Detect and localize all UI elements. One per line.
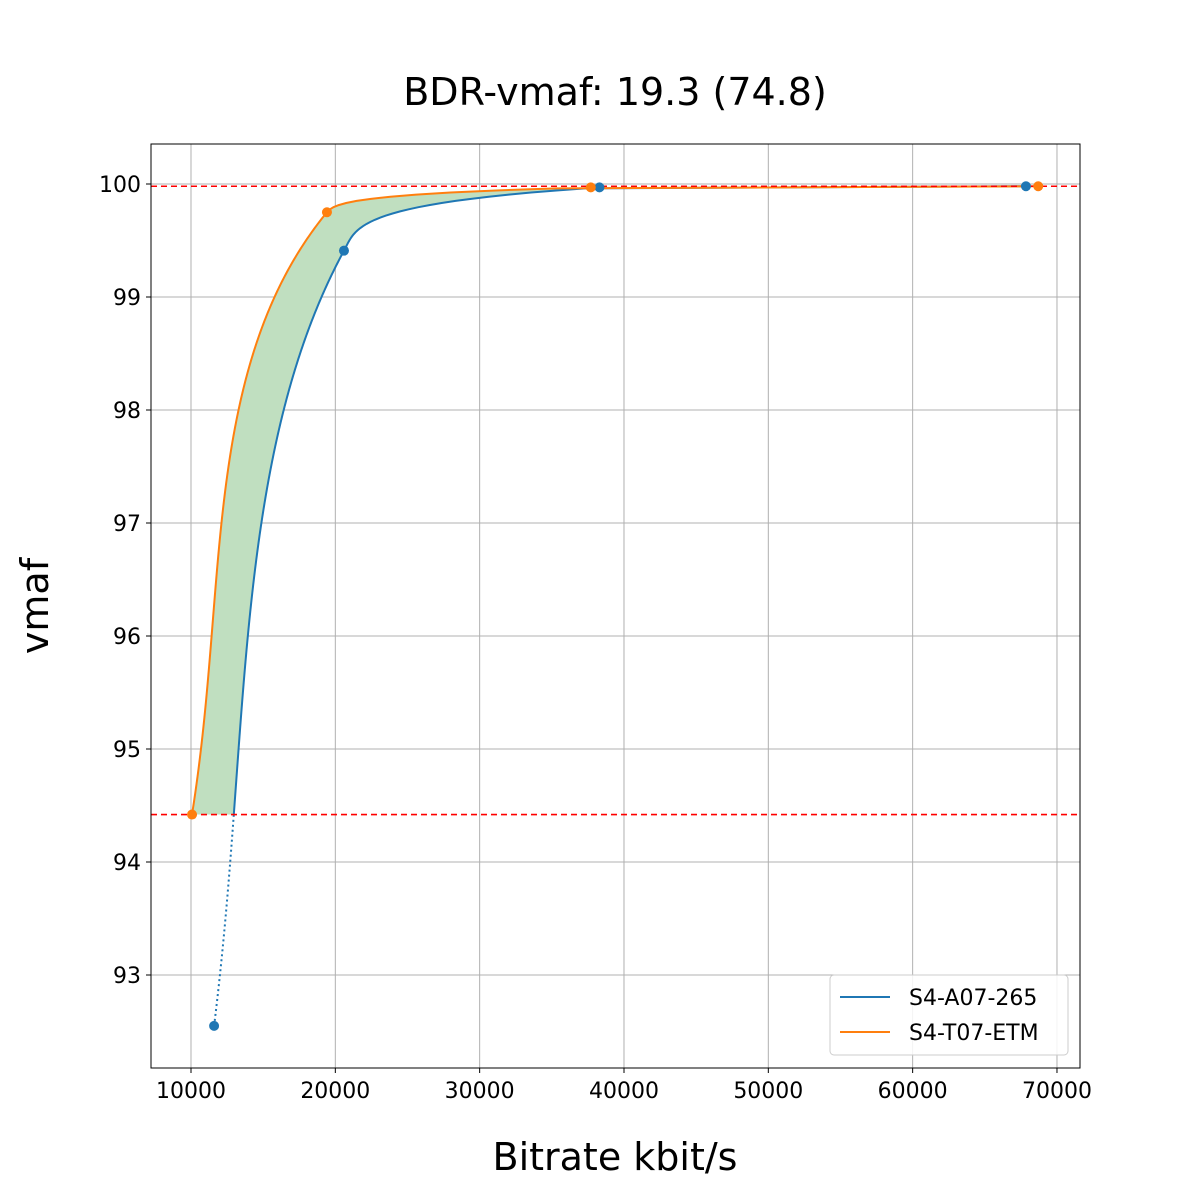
x-tick-label: 10000 bbox=[156, 1079, 226, 1104]
x-tick-label: 50000 bbox=[733, 1079, 803, 1104]
y-tick-label: 98 bbox=[113, 399, 141, 424]
legend-label-2: S4-T07-ETM bbox=[909, 1021, 1039, 1046]
legend-label-1: S4-A07-265 bbox=[909, 986, 1037, 1011]
data-point-series-1 bbox=[338, 245, 349, 256]
data-point-series-1 bbox=[594, 182, 605, 193]
series-line-2 bbox=[191, 185, 1039, 815]
bdr-area bbox=[192, 186, 1039, 815]
y-tick-label: 97 bbox=[113, 512, 141, 537]
y-tick-label: 93 bbox=[113, 964, 141, 989]
series-line-1 bbox=[232, 185, 1026, 815]
x-axis-label: Bitrate kbit/s bbox=[493, 1135, 738, 1179]
chart-title: BDR-vmaf: 19.3 (74.8) bbox=[403, 70, 827, 114]
legend-box bbox=[829, 974, 1069, 1056]
x-tick-label: 30000 bbox=[445, 1079, 515, 1104]
area-fill bbox=[192, 186, 1039, 815]
y-axis-label: vmaf bbox=[13, 556, 57, 654]
series-extrapolation-dotted bbox=[213, 814, 235, 1026]
data-points bbox=[187, 181, 1044, 1031]
legend: S4-A07-265 S4-T07-ETM bbox=[829, 974, 1069, 1056]
series-lines bbox=[191, 185, 1039, 1026]
y-tick-label: 94 bbox=[113, 851, 141, 876]
data-point-series-1 bbox=[209, 1020, 220, 1031]
x-tick-label: 60000 bbox=[878, 1079, 948, 1104]
grid bbox=[151, 144, 1080, 1068]
plot-frame bbox=[150, 143, 1081, 1069]
data-point-series-1 bbox=[1020, 181, 1031, 192]
data-point-series-2 bbox=[187, 809, 198, 820]
x-tick-label: 40000 bbox=[589, 1079, 659, 1104]
y-tick-label: 100 bbox=[99, 173, 141, 198]
x-tick-label: 70000 bbox=[1022, 1079, 1092, 1104]
x-tick-label: 20000 bbox=[300, 1079, 370, 1104]
y-tick-label: 96 bbox=[113, 625, 141, 650]
data-point-series-2 bbox=[585, 182, 596, 193]
data-point-series-2 bbox=[1033, 181, 1044, 192]
data-point-series-2 bbox=[321, 207, 332, 218]
ticks: 10000 20000 30000 40000 50000 60000 70000 93 94 9… bbox=[99, 173, 1092, 1104]
y-tick-label: 99 bbox=[113, 286, 141, 311]
reference-lines bbox=[151, 185, 1080, 816]
y-tick-label: 95 bbox=[113, 738, 141, 763]
